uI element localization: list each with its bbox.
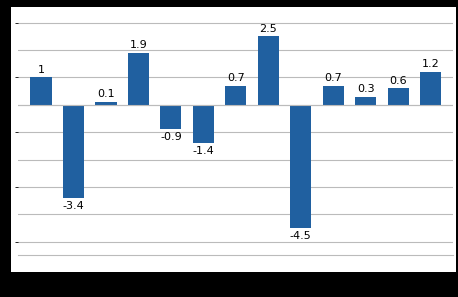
Text: 1.9: 1.9: [130, 40, 147, 50]
Text: 0.3: 0.3: [357, 84, 375, 94]
Text: 1.2: 1.2: [422, 59, 440, 69]
Text: -1.4: -1.4: [192, 146, 214, 156]
Bar: [193, 105, 214, 143]
Text: -3.4: -3.4: [63, 201, 84, 211]
Text: -0.9: -0.9: [160, 132, 182, 142]
Text: 2.5: 2.5: [260, 23, 277, 34]
Bar: [225, 86, 246, 105]
Bar: [290, 105, 311, 228]
Bar: [160, 105, 181, 129]
Bar: [128, 53, 149, 105]
Text: 1: 1: [38, 65, 44, 75]
Text: -4.5: -4.5: [290, 231, 312, 241]
Bar: [95, 102, 116, 105]
Bar: [31, 78, 52, 105]
Bar: [355, 97, 376, 105]
Bar: [258, 36, 279, 105]
Bar: [420, 72, 441, 105]
Text: 0.1: 0.1: [97, 89, 115, 99]
Bar: [387, 88, 409, 105]
Bar: [323, 86, 344, 105]
Bar: [63, 105, 84, 198]
Text: 0.7: 0.7: [324, 73, 342, 83]
Text: 0.7: 0.7: [227, 73, 245, 83]
Text: 0.6: 0.6: [389, 76, 407, 86]
